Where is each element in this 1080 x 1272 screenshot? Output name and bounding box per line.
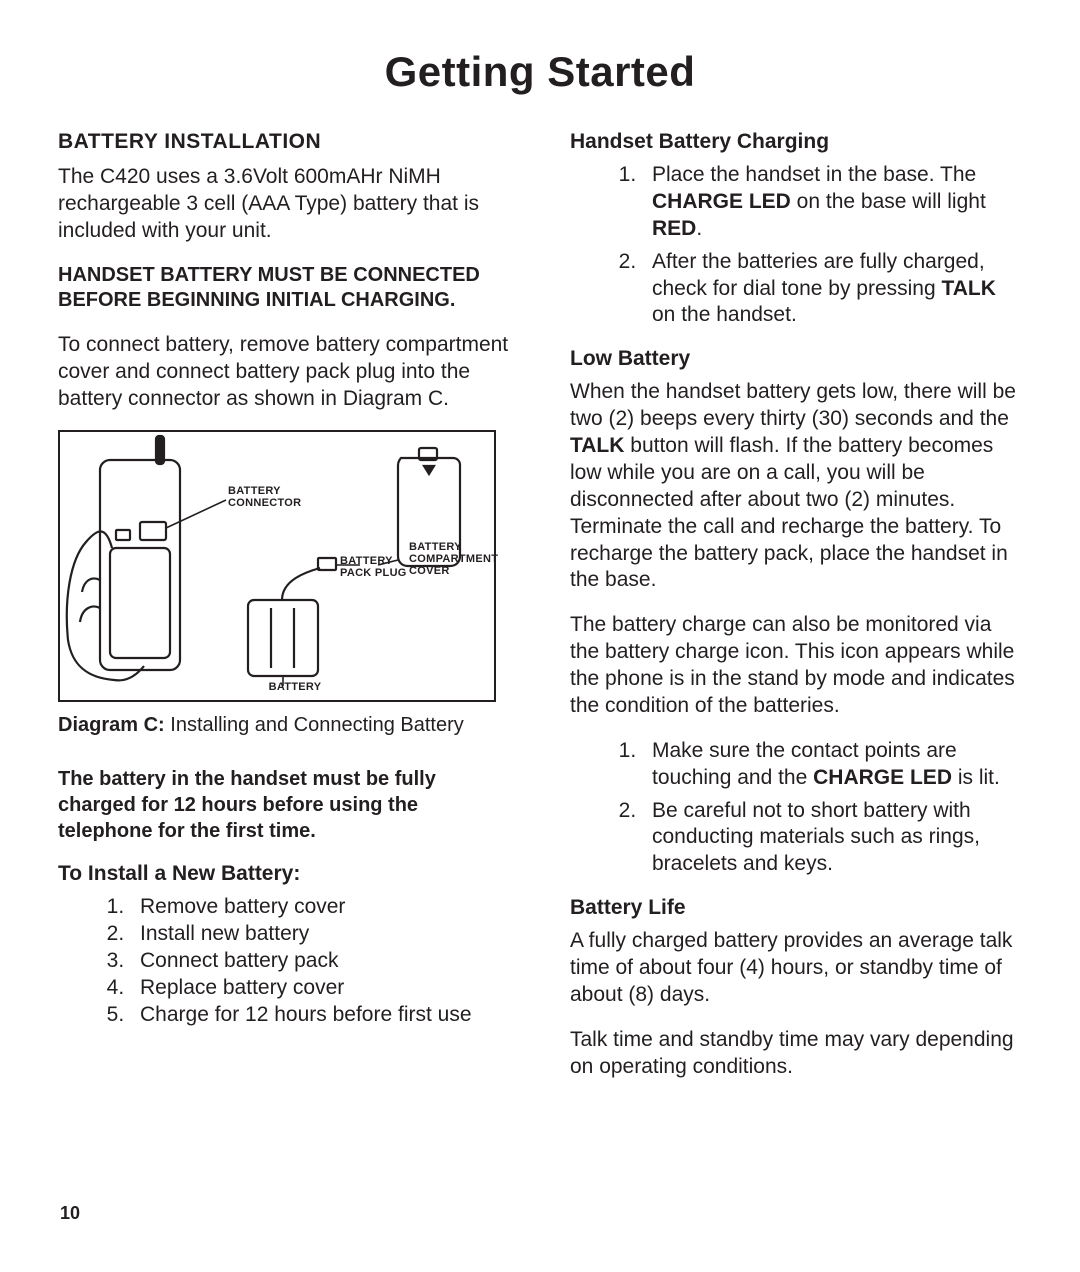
- diagram-label-battery: BATTERY: [265, 682, 325, 694]
- low-battery-steps-list: Make sure the contact points are touchin…: [570, 738, 1022, 878]
- diagram-label-compartment-cover: BATTERY COMPARTMENT COVER: [409, 542, 499, 577]
- install-new-battery-heading: To Install a New Battery:: [58, 862, 510, 886]
- diagram-c-caption-label: Diagram C:: [58, 714, 165, 736]
- diagram-c-caption-text: Installing and Connecting Battery: [165, 714, 464, 736]
- right-column: Handset Battery Charging Place the hands…: [570, 130, 1022, 1099]
- battery-life-para-2: Talk time and standby time may vary depe…: [570, 1027, 1022, 1081]
- battery-intro-text: The C420 uses a 3.6Volt 600mAHr NiMH rec…: [58, 164, 510, 245]
- page-title: Getting Started: [58, 48, 1022, 96]
- list-item: After the batteries are fully charged, c…: [642, 249, 1022, 330]
- charge-12-hours-note: The battery in the handset must be fully…: [58, 767, 510, 844]
- battery-connect-text: To connect battery, remove battery compa…: [58, 332, 510, 413]
- list-item: Make sure the contact points are touchin…: [642, 738, 1022, 792]
- list-item: Remove battery cover: [130, 894, 510, 921]
- list-item: Replace battery cover: [130, 975, 510, 1002]
- left-column: BATTERY INSTALLATION The C420 uses a 3.6…: [58, 130, 510, 1099]
- low-battery-para-1: When the handset battery gets low, there…: [570, 379, 1022, 594]
- list-item: Charge for 12 hours before first use: [130, 1002, 510, 1029]
- low-battery-para-2: The battery charge can also be monitored…: [570, 612, 1022, 720]
- list-item: Be careful not to short battery with con…: [642, 798, 1022, 879]
- diagram-label-connector: BATTERY CONNECTOR: [228, 486, 308, 509]
- list-item: Install new battery: [130, 921, 510, 948]
- list-item: Connect battery pack: [130, 948, 510, 975]
- diagram-c: BATTERY CONNECTOR BATTERY PACK PLUG BATT…: [58, 430, 496, 702]
- content-columns: BATTERY INSTALLATION The C420 uses a 3.6…: [58, 130, 1022, 1099]
- charging-steps-list: Place the handset in the base. The CHARG…: [570, 162, 1022, 329]
- battery-life-para-1: A fully charged battery provides an aver…: [570, 928, 1022, 1009]
- page-number: 10: [60, 1203, 80, 1224]
- low-battery-heading: Low Battery: [570, 347, 1022, 371]
- install-steps-list: Remove battery coverInstall new batteryC…: [58, 894, 510, 1028]
- handset-charging-heading: Handset Battery Charging: [570, 130, 1022, 154]
- battery-warning: HANDSET BATTERY MUST BE CONNECTED BEFORE…: [58, 263, 510, 314]
- battery-installation-heading: BATTERY INSTALLATION: [58, 130, 510, 154]
- diagram-c-caption: Diagram C: Installing and Connecting Bat…: [58, 714, 510, 737]
- list-item: Place the handset in the base. The CHARG…: [642, 162, 1022, 243]
- battery-life-heading: Battery Life: [570, 896, 1022, 920]
- diagram-label-pack-plug: BATTERY PACK PLUG: [340, 556, 410, 579]
